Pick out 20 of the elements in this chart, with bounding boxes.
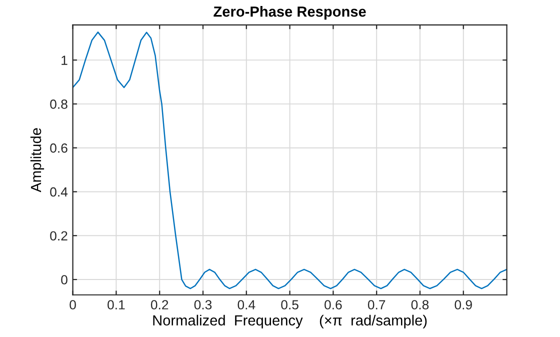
y-tick-label: 1 bbox=[62, 56, 68, 65]
line-series bbox=[72, 32, 507, 290]
x-axis-title: Normalized Frequency (×π rad/sample) bbox=[153, 314, 427, 328]
y-tick-label: 0.2 bbox=[50, 231, 68, 241]
y-tick-label: 0.6 bbox=[50, 143, 68, 153]
x-tick-label: 0.8 bbox=[411, 300, 429, 310]
x-tick-label: 0.5 bbox=[281, 300, 298, 310]
y-axis-title: Amplitude bbox=[30, 128, 44, 192]
x-tick-label: 0.2 bbox=[150, 300, 168, 310]
x-tick-label: 0.6 bbox=[324, 300, 342, 310]
x-tick-label: 0.4 bbox=[238, 300, 256, 310]
x-tick-label: 0.3 bbox=[194, 300, 212, 310]
y-tick-label: 0.8 bbox=[50, 100, 68, 109]
x-tick-label: 0.9 bbox=[454, 300, 472, 310]
x-tick-label: 0 bbox=[70, 300, 76, 310]
y-tick-label: 0 bbox=[61, 275, 68, 284]
chart-title: Zero-Phase Response bbox=[214, 6, 366, 20]
x-tick-label: 0.7 bbox=[368, 300, 386, 310]
x-tick-label: 0.1 bbox=[108, 300, 125, 310]
y-tick-label: 0.4 bbox=[50, 187, 68, 197]
